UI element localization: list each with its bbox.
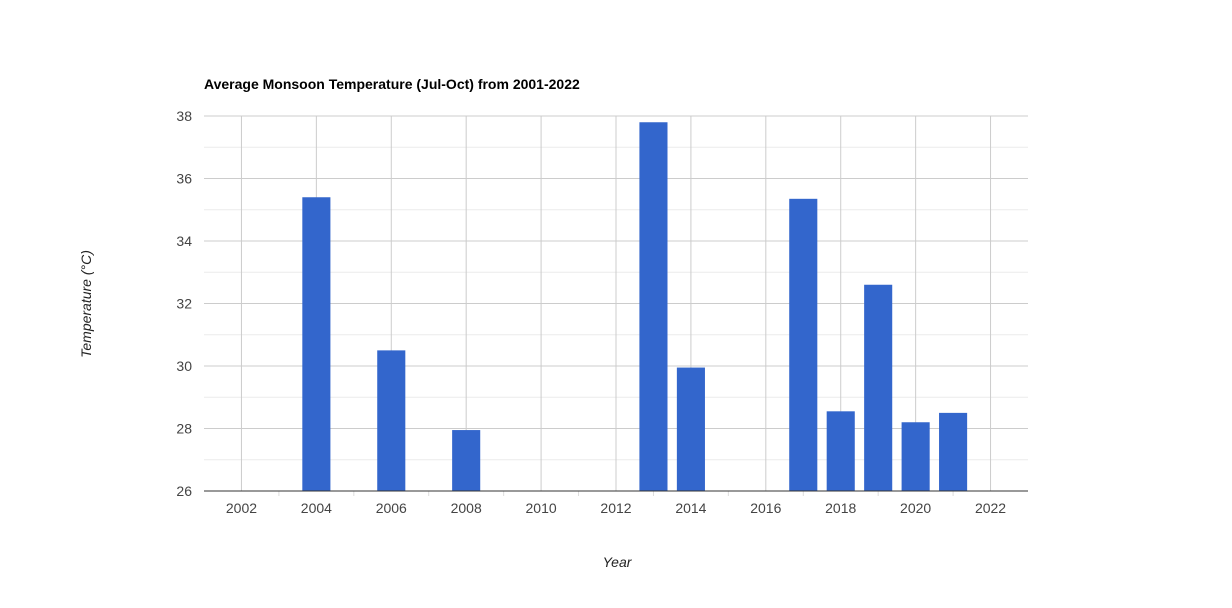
bar[interactable] — [789, 198, 818, 491]
x-tick-label: 2014 — [675, 500, 706, 516]
bar[interactable] — [452, 430, 481, 491]
bar[interactable] — [939, 412, 968, 491]
x-tick-label: 2012 — [600, 500, 631, 516]
bar[interactable] — [302, 197, 331, 491]
x-tick-label: 2016 — [750, 500, 781, 516]
x-tick-label: 2020 — [900, 500, 931, 516]
y-tick-label: 32 — [176, 296, 192, 312]
chart-title: Average Monsoon Temperature (Jul-Oct) fr… — [204, 76, 580, 92]
bar[interactable] — [639, 122, 668, 491]
x-tick-label: 2010 — [526, 500, 557, 516]
x-tick-label: 2004 — [301, 500, 332, 516]
y-tick-label: 26 — [176, 483, 192, 499]
y-tick-label: 36 — [176, 171, 192, 187]
y-tick-label: 34 — [176, 233, 192, 249]
y-axis-title: Temperature (°C) — [78, 250, 94, 358]
x-axis-title: Year — [603, 554, 633, 570]
x-tick-label: 2022 — [975, 500, 1006, 516]
y-tick-label: 38 — [176, 108, 192, 124]
x-tick-label: 2006 — [376, 500, 407, 516]
bar[interactable] — [826, 411, 855, 491]
x-tick-label: 2008 — [451, 500, 482, 516]
bar[interactable] — [377, 350, 406, 491]
x-tick-label: 2018 — [825, 500, 856, 516]
axes — [204, 490, 1028, 496]
bar[interactable] — [676, 367, 705, 491]
bar[interactable] — [901, 422, 930, 491]
y-tick-label: 30 — [176, 358, 192, 374]
y-tick-label: 28 — [176, 421, 192, 437]
bar[interactable] — [864, 284, 893, 491]
bars — [302, 122, 968, 491]
x-tick-label: 2002 — [226, 500, 257, 516]
tick-labels: 26 28 30 32 34 36 38 2002 2004 2006 2008 2010 2012 20… — [176, 108, 1006, 516]
